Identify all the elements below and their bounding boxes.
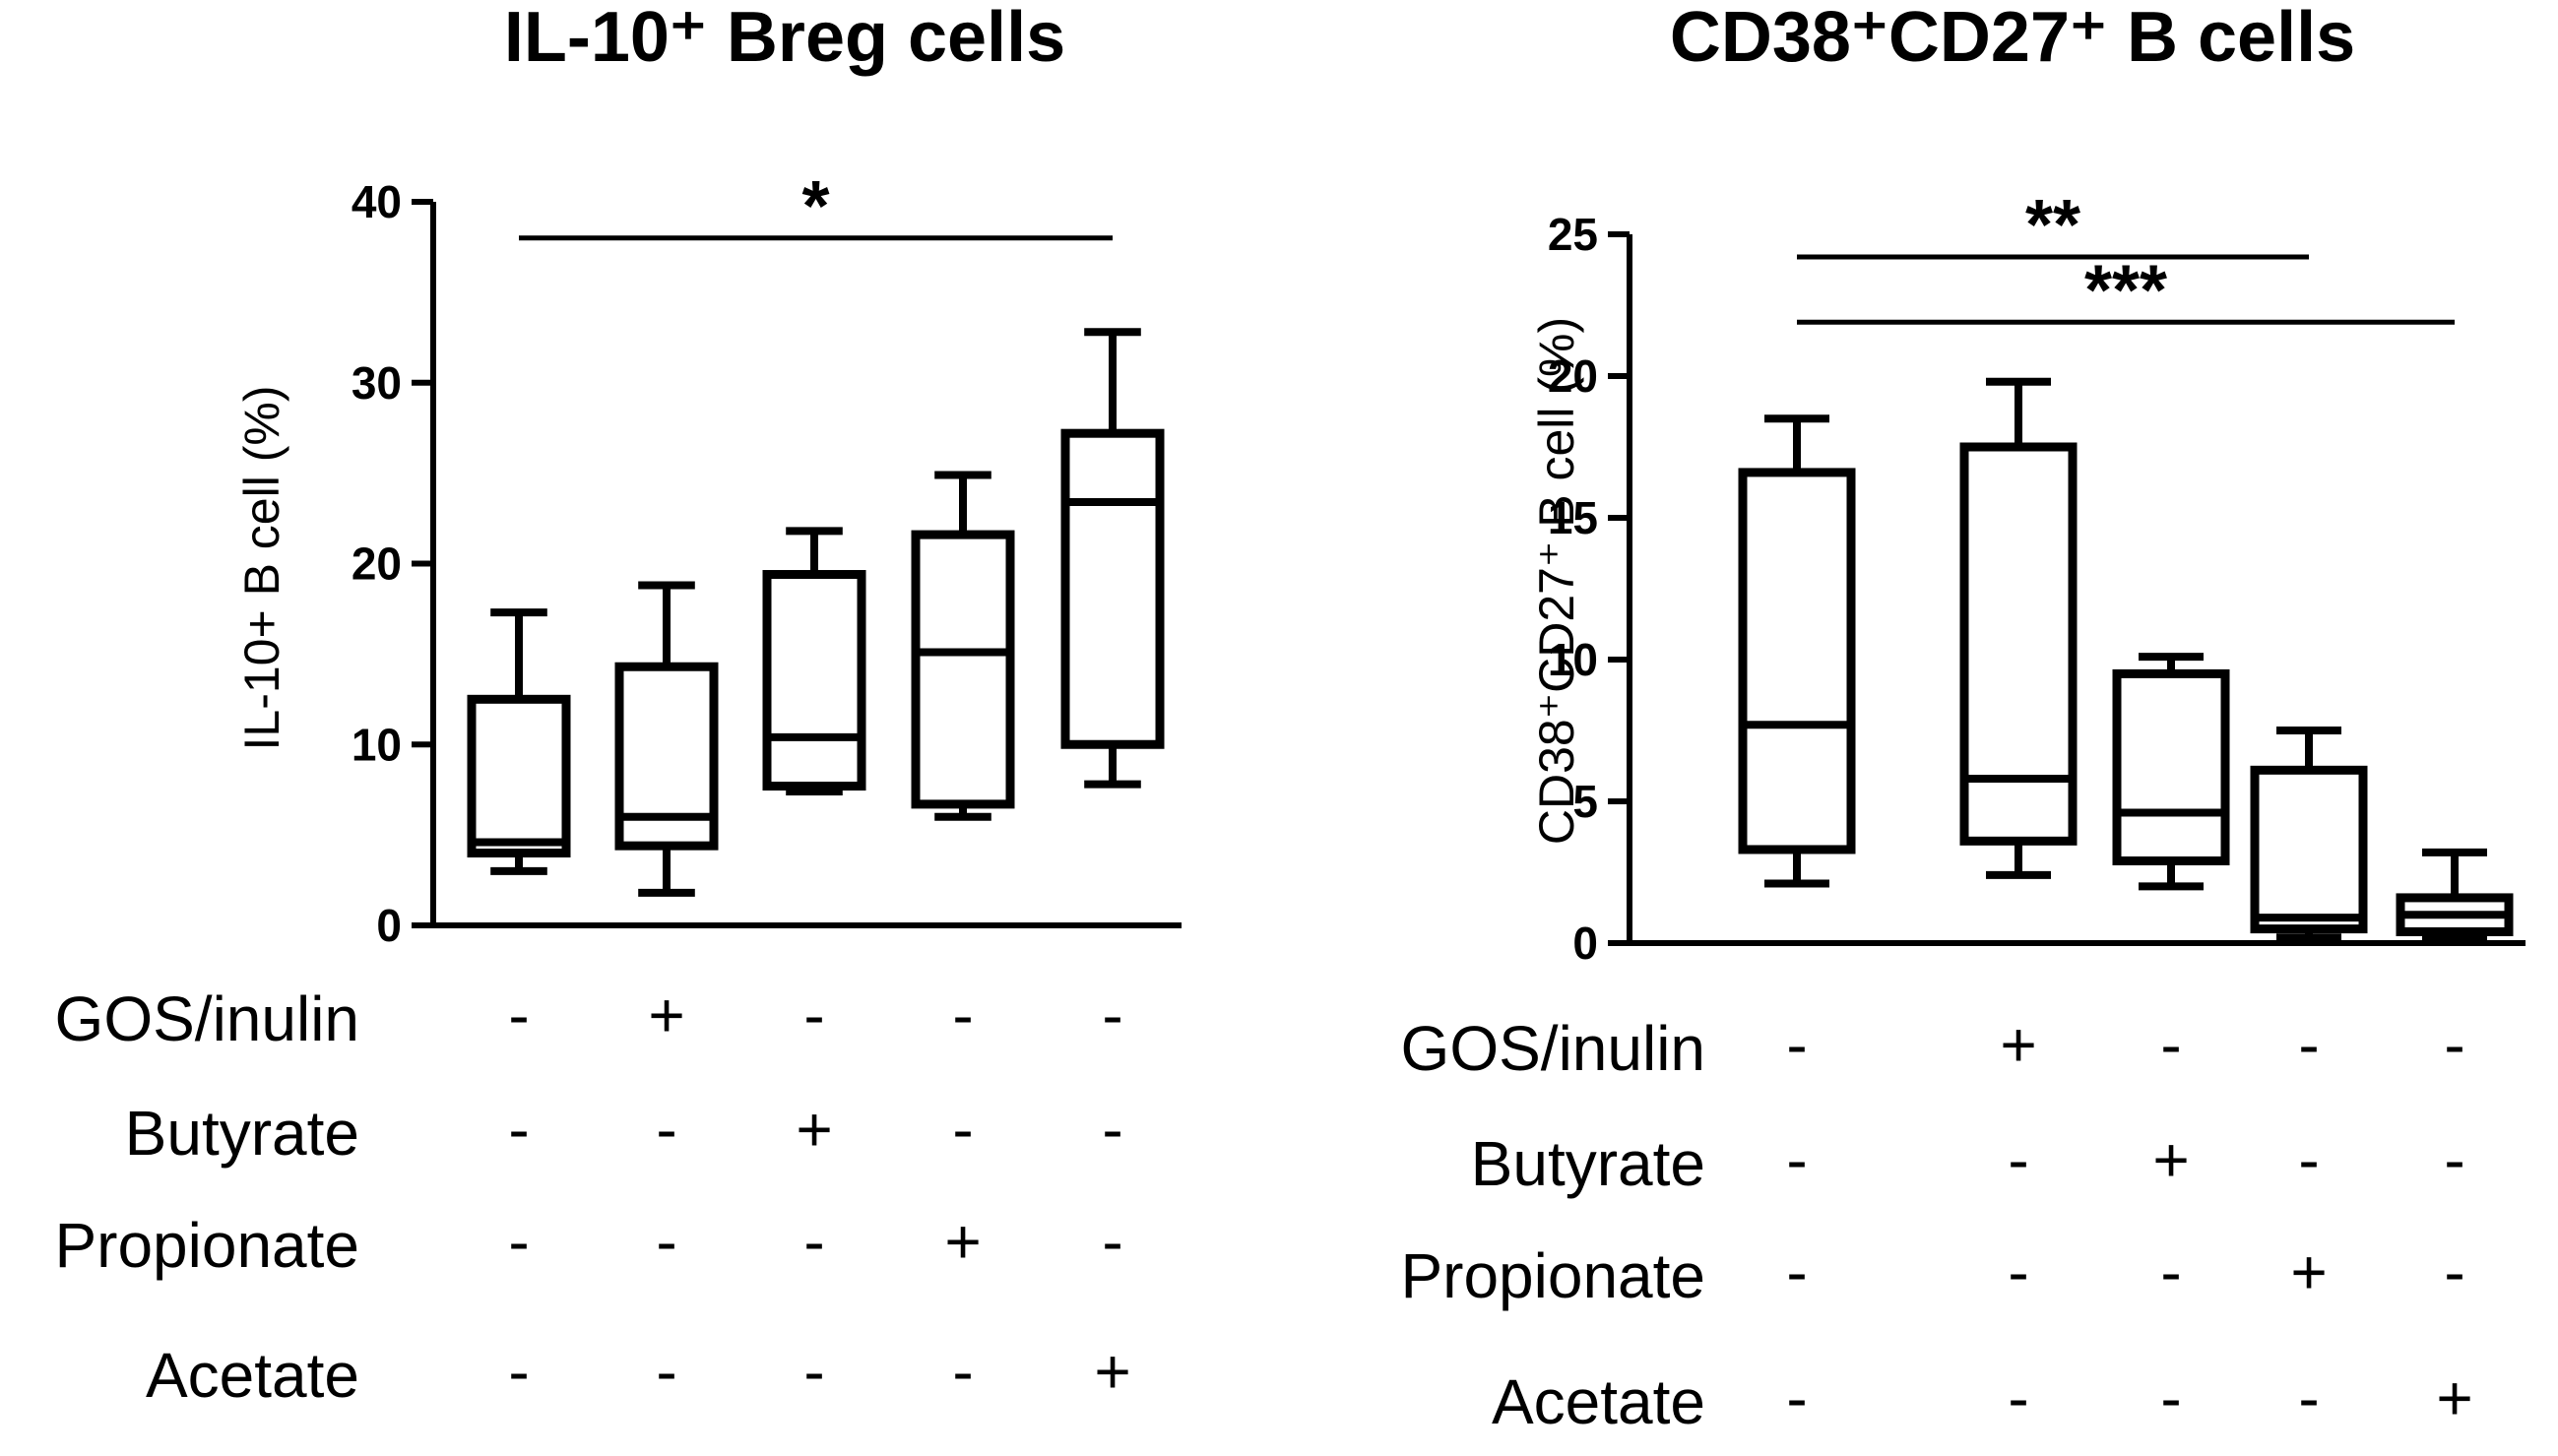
minus-sign: - (1786, 1362, 1807, 1433)
minus-sign: - (508, 1206, 529, 1277)
y-tick-label: 40 (352, 176, 402, 227)
minus-sign: - (952, 980, 973, 1050)
box-iqr (2250, 765, 2368, 934)
box-group (1959, 377, 2078, 879)
box-iqr (2112, 668, 2230, 865)
minus-sign: - (2298, 1009, 2319, 1080)
y-tick-label: 20 (1548, 350, 1598, 402)
plus-sign: + (1094, 1336, 1130, 1407)
minus-sign: - (2160, 1236, 2181, 1307)
plus-sign: + (2290, 1236, 2327, 1307)
box-group (2112, 653, 2230, 891)
y-tick-label: 5 (1572, 776, 1598, 827)
minus-sign: - (2160, 1362, 2181, 1433)
minus-sign: - (2444, 1009, 2464, 1080)
box-group (2250, 727, 2368, 942)
minus-sign: - (1786, 1236, 1807, 1307)
minus-sign: - (803, 980, 824, 1050)
box-group (614, 581, 719, 897)
box-iqr (467, 694, 571, 857)
treatment-label: GOS/inulin (1401, 1013, 1705, 1084)
minus-sign: - (2444, 1236, 2464, 1307)
y-tick-label: 15 (1548, 492, 1598, 543)
minus-sign: - (1786, 1009, 1807, 1080)
treatment-table: GOS/inulin - + - - - Butyrate - - + - - Propionate - -… (54, 980, 1130, 1411)
box-group (762, 527, 866, 796)
chart-title: CD38⁺CD27⁺ B cells (1670, 0, 2355, 77)
box-iqr (1060, 428, 1165, 749)
treatment-label: Acetate (1492, 1366, 1705, 1437)
minus-sign: - (508, 1336, 529, 1407)
chart-title: IL-10⁺ Breg cells (504, 0, 1065, 77)
chart-il10-breg: IL-10⁺ Breg cells IL-10+ B cell (%) 0 10 2… (54, 0, 1182, 1411)
minus-sign: - (2444, 1124, 2464, 1195)
y-axis-label: IL-10+ B cell (%) (234, 386, 289, 751)
y-tick-label: 30 (352, 357, 402, 409)
minus-sign: - (803, 1206, 824, 1277)
minus-sign: - (803, 1336, 824, 1407)
y-tick-label: 0 (376, 900, 402, 951)
minus-sign: - (656, 1094, 676, 1165)
minus-sign: - (952, 1094, 973, 1165)
minus-sign: - (2298, 1124, 2319, 1195)
minus-sign: - (656, 1336, 676, 1407)
minus-sign: - (952, 1336, 973, 1407)
box-group (1060, 328, 1165, 789)
y-tick-label: 10 (352, 719, 402, 770)
box-iqr (1738, 468, 1856, 855)
box-group (467, 608, 571, 875)
minus-sign: - (508, 1094, 529, 1165)
minus-sign: - (656, 1206, 676, 1277)
plus-sign: + (2436, 1362, 2472, 1433)
minus-sign: - (2160, 1009, 2181, 1080)
treatment-table: GOS/inulin - + - - - Butyrate - - + - - Propionate - -… (1400, 1009, 2472, 1437)
y-axis-label: CD38⁺CD27⁺ B cell (%) (1529, 317, 1584, 845)
treatment-label: Propionate (54, 1210, 359, 1281)
plus-sign: + (2000, 1009, 2036, 1080)
chart-cd38-cd27-b-cells: CD38⁺CD27⁺ B cells CD38⁺CD27⁺ B cell (%)… (1400, 0, 2526, 1437)
minus-sign: - (1786, 1124, 1807, 1195)
y-tick-label: 25 (1548, 209, 1598, 260)
minus-sign: - (1102, 1206, 1122, 1277)
treatment-label: Propionate (1400, 1240, 1705, 1311)
box-group (1738, 414, 1856, 888)
significance-label: * (801, 167, 829, 246)
treatment-label: Acetate (146, 1340, 359, 1411)
plus-sign: + (648, 980, 684, 1050)
minus-sign: - (508, 980, 529, 1050)
minus-sign: - (2298, 1362, 2319, 1433)
plot-area: 0 5 10 15 20 25 ***** (1548, 186, 2526, 969)
minus-sign: - (2008, 1236, 2028, 1307)
y-tick-label: 20 (352, 538, 402, 590)
minus-sign: - (2008, 1362, 2028, 1433)
box-group (2396, 848, 2514, 942)
minus-sign: - (2008, 1124, 2028, 1195)
plus-sign: + (944, 1206, 981, 1277)
treatment-label: Butyrate (125, 1098, 359, 1169)
box-group (911, 471, 1015, 821)
box-iqr (911, 530, 1015, 809)
y-tick-label: 10 (1548, 634, 1598, 685)
box-iqr (762, 570, 866, 791)
minus-sign: - (1102, 980, 1122, 1050)
plus-sign: + (2152, 1124, 2189, 1195)
significance-label: *** (2084, 251, 2167, 330)
treatment-label: Butyrate (1471, 1128, 1705, 1199)
treatment-label: GOS/inulin (55, 983, 359, 1054)
significance-label: ** (2025, 186, 2080, 265)
plus-sign: + (796, 1094, 832, 1165)
y-tick-label: 0 (1572, 918, 1598, 969)
plot-area: 0 10 20 30 40 * (352, 167, 1182, 951)
minus-sign: - (1102, 1094, 1122, 1165)
